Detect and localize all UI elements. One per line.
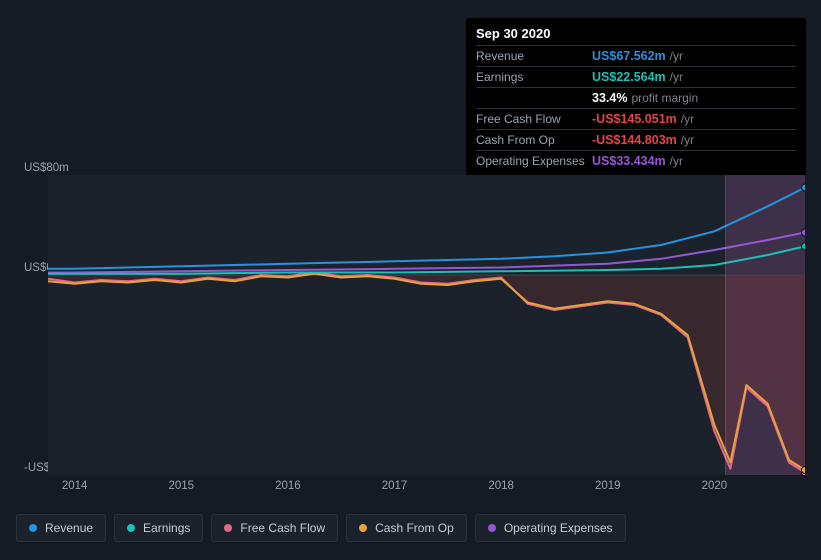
y-tick-label: US$80m [24,162,69,174]
legend-item[interactable]: Operating Expenses [475,514,626,542]
x-tick-label: 2017 [382,480,408,492]
tooltip-row: Free Cash Flow-US$145.051m/yr [476,108,796,129]
tooltip-unit: /yr [681,112,694,126]
end-marker [802,243,806,250]
x-axis: 2014 2015 2016 2017 2018 2019 2020 [16,480,805,500]
tooltip-label: Revenue [476,49,592,63]
tooltip-value: US$22.564m [592,70,666,84]
legend-label: Free Cash Flow [240,521,325,535]
legend-label: Cash From Op [375,521,454,535]
tooltip-row: Cash From Op-US$144.803m/yr [476,129,796,150]
legend-item[interactable]: Earnings [114,514,203,542]
legend-dot-icon [29,524,37,532]
end-marker [802,467,806,474]
end-marker [802,184,806,191]
legend-item[interactable]: Free Cash Flow [211,514,338,542]
tooltip-value: 33.4% [592,91,627,105]
end-marker [802,229,806,236]
legend-dot-icon [224,524,232,532]
tooltip-row: RevenueUS$67.562m/yr [476,45,796,66]
x-tick-label: 2016 [275,480,301,492]
x-tick-label: 2019 [595,480,621,492]
tooltip-unit: /yr [681,133,694,147]
tooltip-row: 33.4% profit margin [476,87,796,108]
legend: Revenue Earnings Free Cash Flow Cash From O… [16,514,626,542]
tooltip-value: -US$144.803m [592,133,677,147]
legend-dot-icon [127,524,135,532]
legend-dot-icon [359,524,367,532]
x-tick-label: 2015 [168,480,194,492]
tooltip-unit: /yr [670,49,683,63]
chart-area: US$80mUS$0-US$160m [16,155,805,475]
x-tick-label: 2020 [702,480,728,492]
legend-item[interactable]: Revenue [16,514,106,542]
tooltip-unit: /yr [670,70,683,84]
tooltip-label: Earnings [476,70,592,84]
legend-item[interactable]: Cash From Op [346,514,467,542]
legend-label: Earnings [143,521,190,535]
legend-label: Operating Expenses [504,521,613,535]
legend-label: Revenue [45,521,93,535]
tooltip-label: Cash From Op [476,133,592,147]
tooltip-sub: profit margin [631,91,698,105]
tooltip-date: Sep 30 2020 [476,26,796,45]
x-tick-label: 2014 [62,480,88,492]
tooltip-panel: Sep 30 2020 RevenueUS$67.562m/yrEarnings… [466,18,806,177]
tooltip-value: -US$145.051m [592,112,677,126]
tooltip-value: US$67.562m [592,49,666,63]
tooltip-label: Free Cash Flow [476,112,592,126]
tooltip-row: EarningsUS$22.564m/yr [476,66,796,87]
x-tick-label: 2018 [488,480,514,492]
chart-svg [48,175,805,475]
legend-dot-icon [488,524,496,532]
